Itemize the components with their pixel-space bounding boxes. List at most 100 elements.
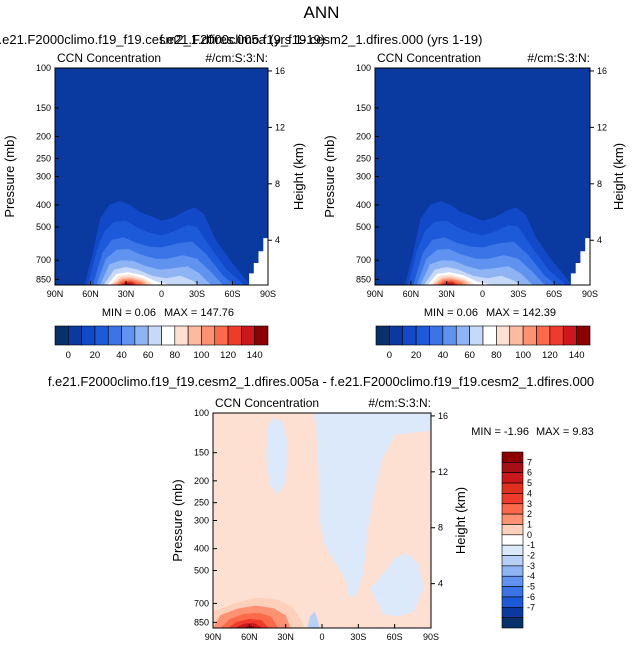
units-label: #/cm:S:3:N: <box>527 51 590 65</box>
colorbar-box <box>536 325 551 346</box>
y-tick-label: 100 <box>36 63 51 73</box>
colorbar-box <box>455 325 470 346</box>
y-tick-label: 700 <box>194 598 209 608</box>
negative-region <box>307 611 320 628</box>
contour-fill <box>213 413 431 628</box>
y-tick-label: 100 <box>356 63 371 73</box>
colorbar-box <box>201 325 216 346</box>
field-label: CCN Concentration <box>215 396 319 410</box>
panel-top-left: f.e21.F2000climo.f19_f19.cesm2_1.dfires.… <box>0 32 325 361</box>
colorbar-box <box>107 325 122 346</box>
positive-band-5 <box>243 625 257 628</box>
y-tick-label: 300 <box>356 172 371 182</box>
colorbar-box <box>522 325 537 346</box>
colorbar-box <box>501 565 524 577</box>
colorbar-box <box>134 325 149 346</box>
x-tick-label: 60N <box>403 289 420 299</box>
colorbar-label: -1 <box>527 540 535 550</box>
colorbar-label: 6 <box>527 468 532 478</box>
colorbar-label: 80 <box>170 350 181 361</box>
colorbar-box <box>501 586 524 598</box>
panel-top-right: f.e21.F2000climo.f19_f19.cesm2_1.dfires.… <box>159 32 626 361</box>
colorbar-box <box>501 596 524 608</box>
colorbar-box <box>54 325 69 346</box>
y-tick-label: 100 <box>194 408 209 418</box>
colorbar-box <box>121 325 136 346</box>
min-label: MIN = 0.06 <box>424 307 478 319</box>
x-tick-label: 30S <box>350 632 366 642</box>
colorbar-label: -3 <box>527 561 535 571</box>
y-tick-label: 250 <box>36 153 51 163</box>
colorbar-label: 0 <box>527 530 532 540</box>
x-tick-label: 60S <box>387 632 403 642</box>
colorbar-label: -5 <box>527 582 535 592</box>
height-tick-label: 8 <box>597 179 602 189</box>
colorbar-label: 80 <box>491 350 502 361</box>
y-tick-label: 700 <box>356 255 371 265</box>
colorbar-box <box>501 555 524 567</box>
colorbar-box <box>576 325 591 346</box>
colorbar-box <box>429 325 444 346</box>
negative-region <box>370 553 424 617</box>
x-tick-label: 90S <box>423 632 439 642</box>
x-tick-label: 90S <box>260 289 276 299</box>
units-label: #/cm:S:3:N: <box>205 51 268 65</box>
x-tick-label: 60N <box>241 632 258 642</box>
colorbar-label: 100 <box>194 350 210 361</box>
colorbar-box <box>187 325 202 346</box>
colorbar-box <box>501 493 524 505</box>
colorbar-box <box>469 325 484 346</box>
height-tick-label: 12 <box>275 122 285 132</box>
y-tick-label: 850 <box>194 617 209 627</box>
colorbar-box <box>94 325 109 346</box>
panel-difference: f.e21.F2000climo.f19_f19.cesm2_1.dfires.… <box>48 374 594 642</box>
y-axis-label: Pressure (mb) <box>170 479 185 561</box>
height-tick-label: 16 <box>275 66 285 76</box>
min-label: MIN = -1.96 <box>471 426 529 438</box>
height-tick-label: 4 <box>597 235 602 245</box>
colorbar-box <box>501 503 524 515</box>
x-tick-label: 30N <box>438 289 455 299</box>
x-tick-label: 30N <box>277 632 294 642</box>
colorbar-box <box>442 325 457 346</box>
colorbar-box <box>501 451 524 463</box>
y-tick-label: 250 <box>356 153 371 163</box>
x-tick-label: 30S <box>189 289 205 299</box>
colorbar-label: -6 <box>527 592 535 602</box>
colorbar-box <box>509 325 524 346</box>
colorbar-box <box>227 325 242 346</box>
height-tick-label: 4 <box>438 579 443 589</box>
negative-region <box>312 413 431 597</box>
colorbar-label: 120 <box>220 350 236 361</box>
colorbar-label: 2 <box>527 509 532 519</box>
x-tick-label: 60N <box>82 289 99 299</box>
colorbar-box <box>241 325 255 346</box>
colorbar-label: -7 <box>527 602 535 612</box>
y-tick-label: 700 <box>36 255 51 265</box>
colorbar-box <box>161 325 176 346</box>
colorbar-box <box>389 325 404 346</box>
negative-region <box>266 417 289 495</box>
y-tick-label: 500 <box>36 222 51 232</box>
y-tick-label: 500 <box>356 222 371 232</box>
colorbar-label: 1 <box>527 519 532 529</box>
x-tick-label: 0 <box>319 632 324 642</box>
colorbar-label: 7 <box>527 457 532 467</box>
colorbar-box <box>501 524 524 536</box>
height-tick-label: 16 <box>438 411 448 421</box>
y2-axis-label: Height (km) <box>291 143 306 210</box>
x-tick-label: 30N <box>118 289 135 299</box>
colorbar-box <box>254 325 269 346</box>
colorbar-label: 5 <box>527 478 532 488</box>
x-tick-label: 30S <box>510 289 526 299</box>
units-label: #/cm:S:3:N: <box>368 396 431 410</box>
max-label: MAX = 147.76 <box>164 307 234 319</box>
y-tick-label: 150 <box>36 103 51 113</box>
height-tick-label: 8 <box>275 179 280 189</box>
x-tick-label: 90S <box>582 289 598 299</box>
colorbar-box <box>501 617 524 629</box>
colorbar-box <box>214 325 229 346</box>
colorbar-label: 0 <box>387 350 392 361</box>
contour-fill <box>375 68 590 285</box>
missing-data <box>570 238 590 285</box>
